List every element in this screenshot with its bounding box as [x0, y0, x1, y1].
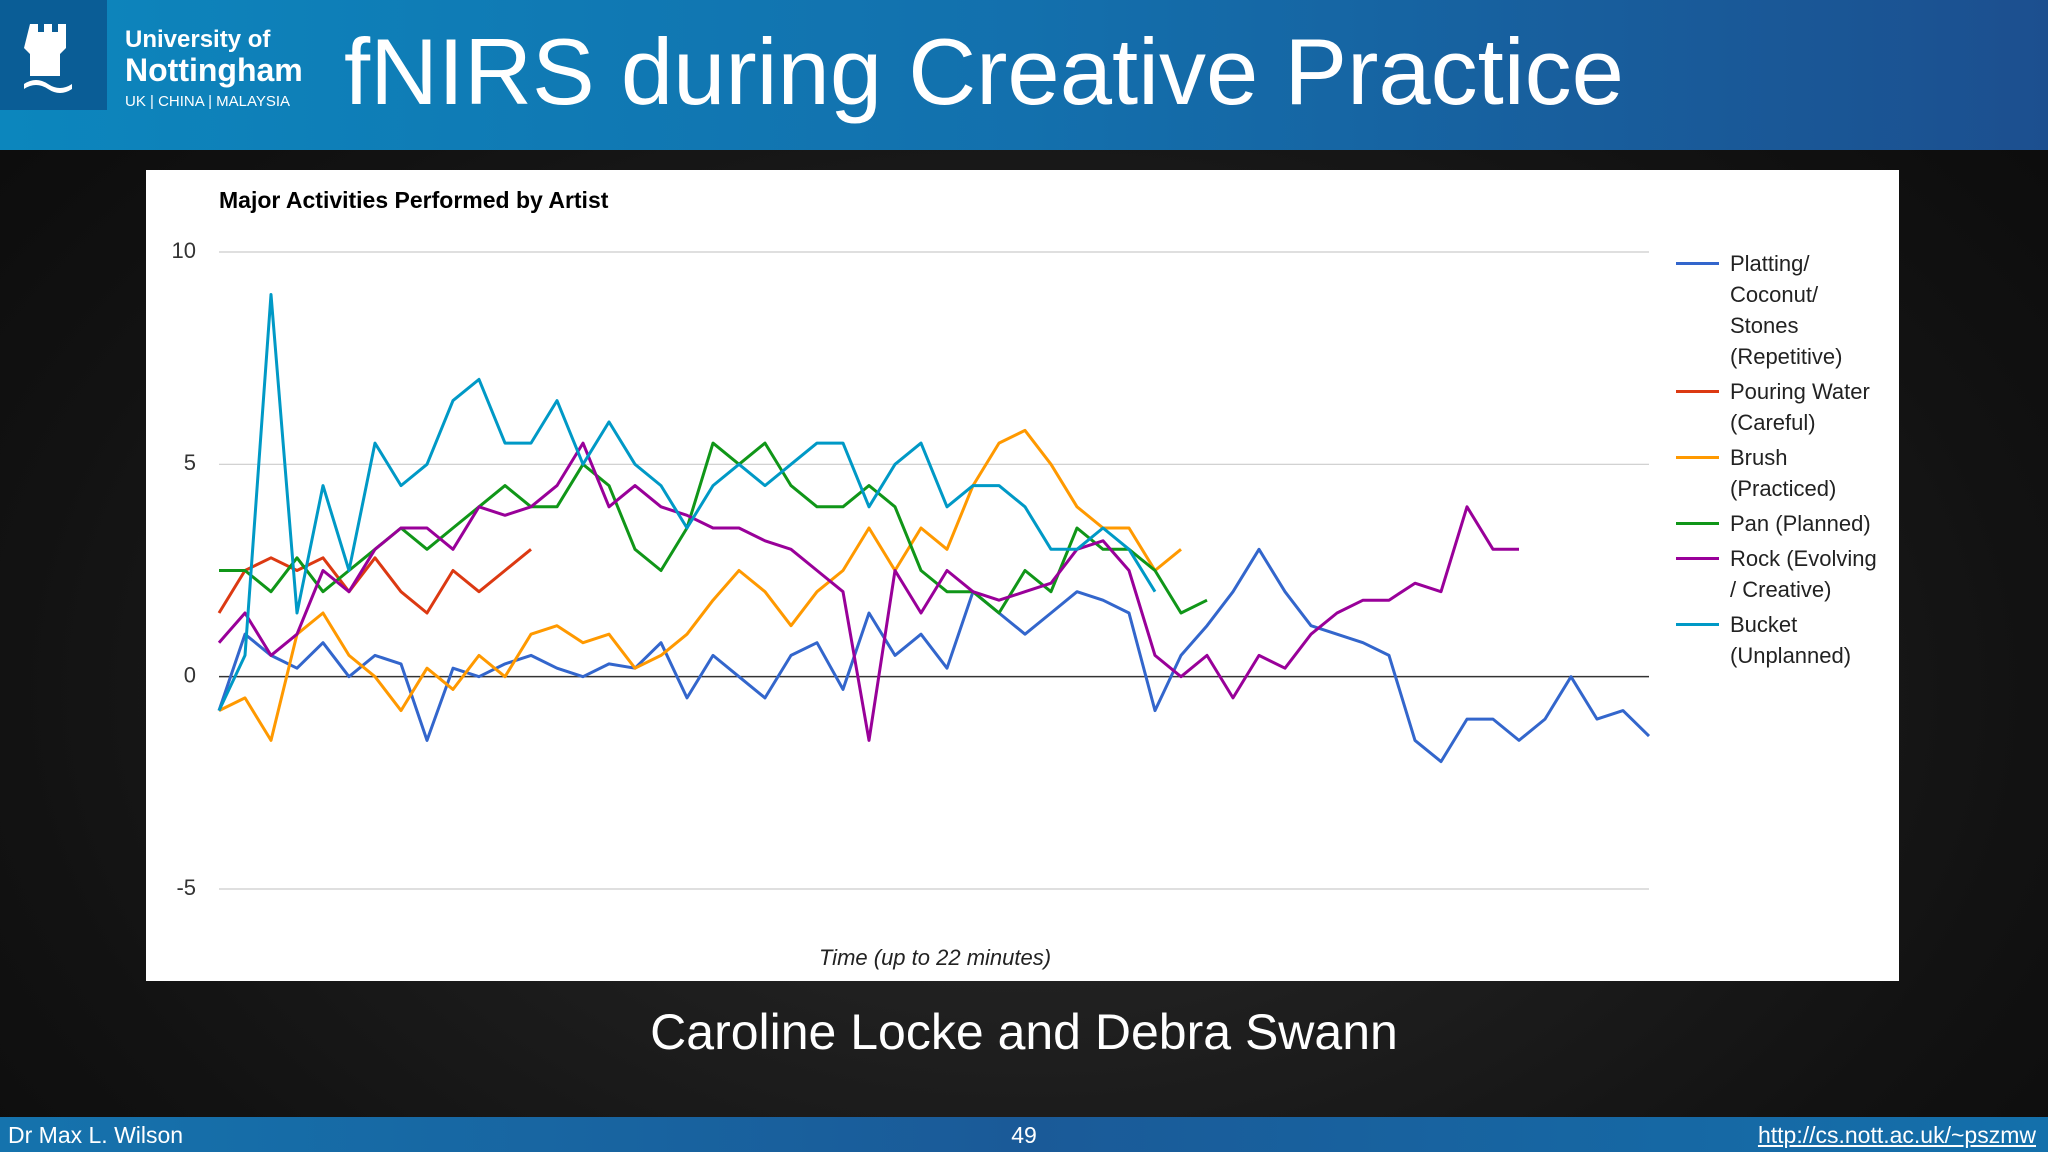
y-tick-label: 0: [184, 662, 196, 687]
legend-label: Brush (Practiced): [1730, 445, 1837, 501]
logo: [0, 0, 107, 110]
legend-swatch: [1676, 456, 1719, 459]
legend-swatch: [1676, 623, 1719, 626]
page-number: 49: [1011, 1122, 1037, 1148]
slide-title: fNIRS during Creative Practice: [344, 19, 1624, 124]
series-line: [218, 428, 1182, 742]
y-tick-label: 10: [172, 238, 196, 263]
legend-label: Pan (Planned): [1730, 511, 1871, 536]
legend-item: Brush (Practiced): [1676, 442, 1880, 504]
legend-item: Pouring Water (Careful): [1676, 376, 1880, 438]
chart-title: Major Activities Performed by Artist: [219, 187, 609, 213]
x-axis-title: Time (up to 22 minutes): [819, 945, 1051, 970]
footer-author: Dr Max L. Wilson: [8, 1122, 184, 1148]
logo-crest: [24, 24, 72, 93]
legend-swatch: [1676, 522, 1719, 525]
legend-swatch: [1676, 557, 1719, 560]
footer-link[interactable]: http://cs.nott.ac.uk/~pszmw: [1757, 1122, 2036, 1148]
legend-label: Rock (Evolving / Creative): [1730, 546, 1877, 602]
series-line: [217, 548, 532, 615]
legend-item: Platting/ Coconut/ Stones (Repetitive): [1676, 248, 1880, 372]
logo-line: UK | CHINA | MALAYSIA: [125, 93, 291, 110]
legend-swatch: [1676, 390, 1719, 393]
legend-item: Rock (Evolving / Creative): [1676, 543, 1880, 605]
series-line: [217, 293, 1157, 712]
y-tick-label: 5: [184, 450, 196, 475]
header: University of Nottingham UK | CHINA | MA…: [0, 0, 2048, 150]
legend-item: Pan (Planned): [1676, 508, 1880, 539]
caption: Caroline Locke and Debra Swann: [650, 1004, 1398, 1060]
legend-swatch: [1676, 262, 1719, 265]
logo-line: Nottingham: [125, 52, 303, 88]
series-line: [217, 547, 1651, 764]
legend-label: Bucket (Unplanned): [1730, 612, 1852, 668]
legend-label: Platting/ Coconut/ Stones (Repetitive): [1730, 251, 1843, 369]
footer: Dr Max L. Wilson 49 http://cs.nott.ac.uk…: [0, 1117, 2048, 1152]
y-tick-label: -5: [176, 875, 196, 900]
logo-text: University of Nottingham UK | CHINA | MA…: [125, 26, 303, 110]
legend-item: Bucket (Unplanned): [1676, 609, 1880, 671]
series-line: [217, 441, 1519, 742]
legend-label: Pouring Water (Careful): [1730, 379, 1870, 435]
legend: Platting/ Coconut/ Stones (Repetitive) Po…: [1676, 248, 1880, 671]
logo-line: University of: [125, 26, 271, 53]
